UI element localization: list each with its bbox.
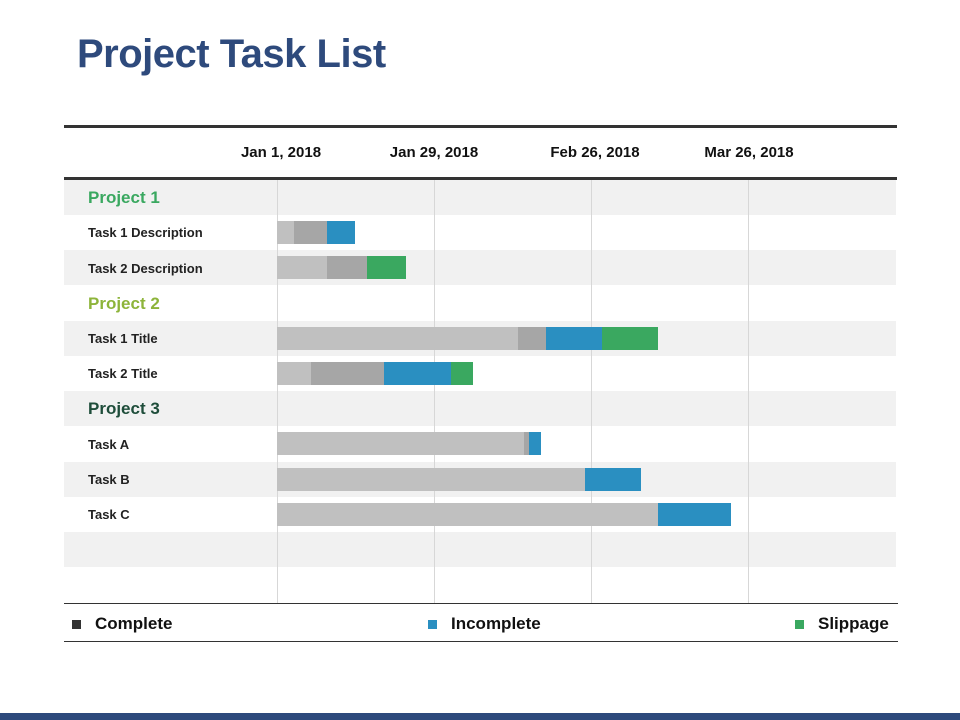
bar-segment-slippage xyxy=(450,362,474,385)
legend-label: Complete xyxy=(95,614,173,633)
bar-segment-slippage xyxy=(602,326,659,350)
project-label: Project 1 xyxy=(88,188,160,208)
grid-line xyxy=(591,180,592,603)
bar-segment-incomplete xyxy=(585,467,642,491)
task-label: Task 1 Description xyxy=(88,225,203,241)
grid-line xyxy=(434,180,435,603)
bar-segment-incomplete xyxy=(383,362,451,385)
date-tick-label: Jan 29, 2018 xyxy=(389,144,479,161)
task-label: Task A xyxy=(88,436,130,452)
task-label: Task 2 Description xyxy=(88,260,203,276)
legend-bottom-rule xyxy=(64,641,898,642)
row-band xyxy=(64,532,896,567)
bar-segment-incomplete xyxy=(529,432,541,456)
legend-swatch xyxy=(72,619,81,629)
legend-swatch xyxy=(428,619,437,629)
bar-segment-complete xyxy=(277,326,519,350)
row-band xyxy=(64,391,896,427)
header-bottom-rule xyxy=(64,177,897,180)
legend-label: Slippage xyxy=(818,614,889,633)
bar-segment-slippage xyxy=(366,256,406,280)
bar-segment-complete xyxy=(523,432,530,456)
date-tick-label: Mar 26, 2018 xyxy=(704,144,794,161)
bar-segment-complete xyxy=(327,256,367,280)
legend-label: Incomplete xyxy=(451,614,541,633)
bar-segment-complete xyxy=(277,467,586,491)
row-band xyxy=(64,180,896,215)
bar-segment-complete xyxy=(293,221,328,245)
bar-segment-complete xyxy=(277,221,294,245)
row-band xyxy=(64,250,896,286)
bar-segment-complete xyxy=(310,362,384,385)
legend-item-complete: Complete xyxy=(72,614,172,634)
legend-item-slippage: Slippage xyxy=(795,614,889,634)
bar-segment-complete xyxy=(518,326,547,350)
page-title: Project Task List xyxy=(77,32,386,76)
footer-bar xyxy=(0,713,960,720)
bar-segment-complete xyxy=(277,502,659,526)
bar-segment-complete xyxy=(277,256,328,280)
task-label: Task 1 Title xyxy=(88,330,158,346)
bar-segment-incomplete xyxy=(546,326,603,350)
project-label: Project 3 xyxy=(88,399,160,419)
bar-segment-complete xyxy=(277,432,524,456)
bar-segment-incomplete xyxy=(327,221,356,245)
bar-segment-complete xyxy=(277,362,311,385)
task-label: Task C xyxy=(88,506,130,522)
date-tick-label: Jan 1, 2018 xyxy=(240,144,322,161)
task-label: Task 2 Title xyxy=(88,366,158,382)
table-top-rule xyxy=(64,125,897,128)
project-label: Project 2 xyxy=(88,293,160,313)
legend-top-rule xyxy=(64,603,898,604)
bar-segment-incomplete xyxy=(658,502,732,526)
date-tick-label: Feb 26, 2018 xyxy=(550,144,640,161)
legend-swatch xyxy=(795,619,804,629)
grid-line xyxy=(748,180,749,603)
grid-line xyxy=(277,180,278,603)
legend-item-incomplete: Incomplete xyxy=(428,614,541,634)
task-label: Task B xyxy=(88,471,130,487)
